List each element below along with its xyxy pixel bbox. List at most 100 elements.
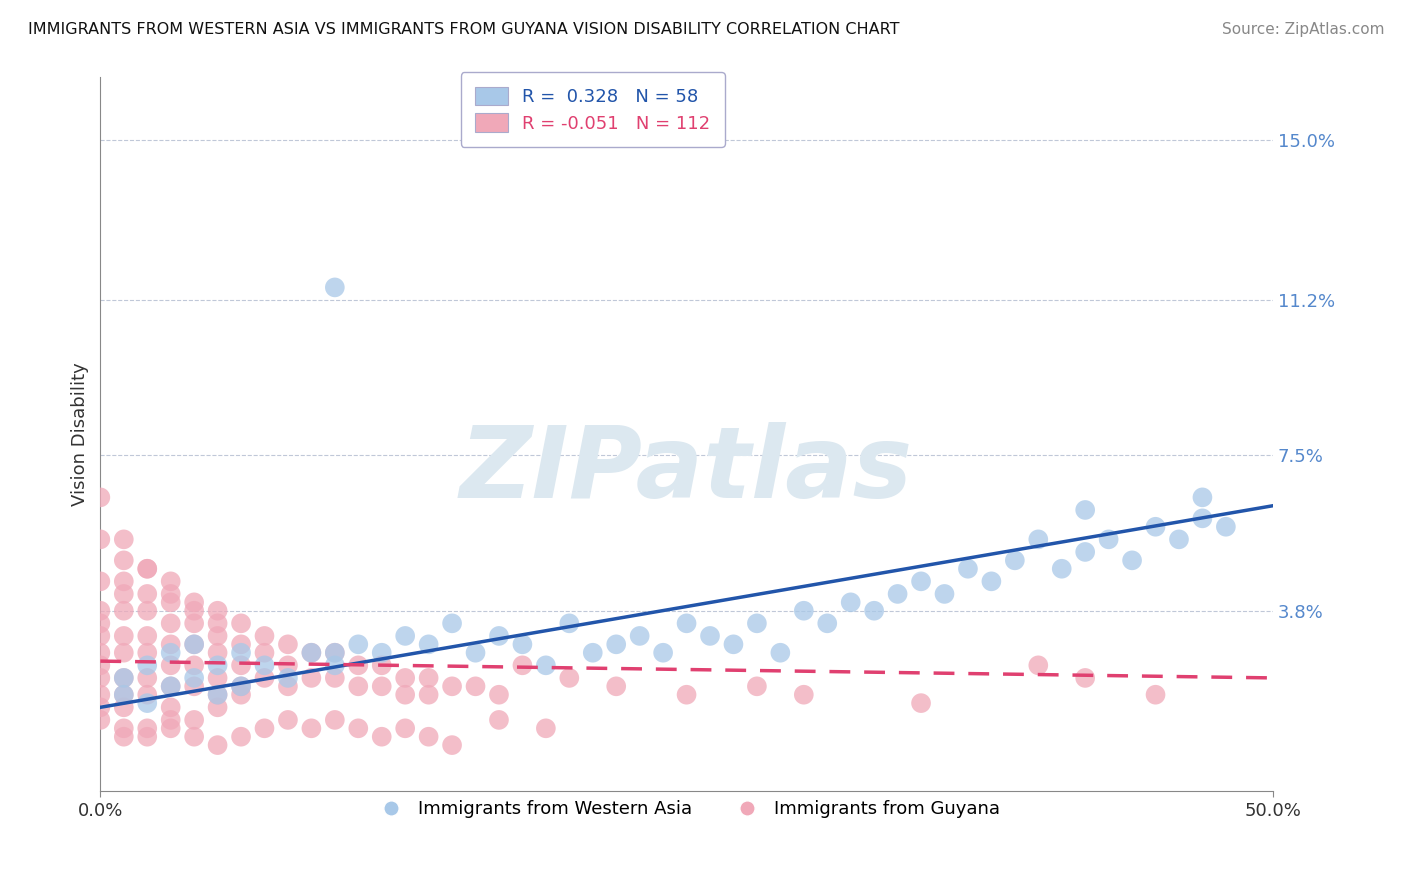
- Point: [207, 616, 229, 631]
- Point: [207, 604, 229, 618]
- Legend: Immigrants from Western Asia, Immigrants from Guyana: Immigrants from Western Asia, Immigrants…: [366, 793, 1007, 825]
- Point: [512, 658, 534, 673]
- Point: [89, 658, 111, 673]
- Point: [371, 646, 394, 660]
- Point: [112, 533, 135, 547]
- Point: [418, 730, 440, 744]
- Point: [89, 629, 111, 643]
- Point: [277, 658, 299, 673]
- Point: [1144, 688, 1167, 702]
- Point: [136, 671, 159, 685]
- Point: [488, 713, 510, 727]
- Point: [488, 629, 510, 643]
- Point: [441, 738, 464, 752]
- Y-axis label: Vision Disability: Vision Disability: [72, 362, 89, 507]
- Point: [464, 679, 486, 693]
- Point: [1050, 562, 1073, 576]
- Point: [1191, 511, 1213, 525]
- Point: [229, 616, 252, 631]
- Point: [89, 616, 111, 631]
- Point: [136, 646, 159, 660]
- Point: [628, 629, 651, 643]
- Point: [512, 637, 534, 651]
- Point: [464, 646, 486, 660]
- Point: [675, 616, 697, 631]
- Point: [934, 587, 956, 601]
- Point: [793, 688, 815, 702]
- Text: IMMIGRANTS FROM WESTERN ASIA VS IMMIGRANTS FROM GUYANA VISION DISABILITY CORRELA: IMMIGRANTS FROM WESTERN ASIA VS IMMIGRAN…: [28, 22, 900, 37]
- Point: [793, 604, 815, 618]
- Point: [1191, 491, 1213, 505]
- Point: [253, 721, 276, 735]
- Point: [839, 595, 862, 609]
- Point: [229, 730, 252, 744]
- Point: [558, 616, 581, 631]
- Point: [347, 679, 370, 693]
- Point: [371, 730, 394, 744]
- Point: [1074, 545, 1097, 559]
- Point: [253, 629, 276, 643]
- Point: [112, 721, 135, 735]
- Point: [183, 637, 205, 651]
- Point: [183, 713, 205, 727]
- Point: [253, 671, 276, 685]
- Point: [136, 696, 159, 710]
- Point: [558, 671, 581, 685]
- Point: [1168, 533, 1191, 547]
- Point: [89, 491, 111, 505]
- Point: [229, 688, 252, 702]
- Point: [488, 688, 510, 702]
- Point: [136, 604, 159, 618]
- Point: [207, 658, 229, 673]
- Point: [418, 688, 440, 702]
- Point: [112, 587, 135, 601]
- Point: [323, 280, 346, 294]
- Point: [112, 604, 135, 618]
- Point: [323, 646, 346, 660]
- Point: [910, 574, 932, 589]
- Point: [1026, 533, 1049, 547]
- Point: [1121, 553, 1143, 567]
- Point: [675, 688, 697, 702]
- Point: [229, 658, 252, 673]
- Point: [159, 679, 181, 693]
- Point: [136, 562, 159, 576]
- Point: [323, 646, 346, 660]
- Point: [277, 679, 299, 693]
- Point: [183, 616, 205, 631]
- Point: [136, 721, 159, 735]
- Point: [159, 713, 181, 727]
- Point: [183, 637, 205, 651]
- Point: [229, 679, 252, 693]
- Point: [89, 604, 111, 618]
- Point: [299, 646, 322, 660]
- Point: [1098, 533, 1121, 547]
- Point: [277, 671, 299, 685]
- Point: [1074, 671, 1097, 685]
- Point: [112, 646, 135, 660]
- Point: [112, 629, 135, 643]
- Point: [229, 637, 252, 651]
- Point: [207, 646, 229, 660]
- Point: [394, 721, 416, 735]
- Point: [299, 671, 322, 685]
- Point: [207, 700, 229, 714]
- Point: [112, 671, 135, 685]
- Point: [815, 616, 838, 631]
- Point: [207, 738, 229, 752]
- Point: [159, 616, 181, 631]
- Point: [183, 679, 205, 693]
- Point: [534, 721, 557, 735]
- Point: [112, 688, 135, 702]
- Point: [347, 658, 370, 673]
- Point: [605, 637, 627, 651]
- Text: Source: ZipAtlas.com: Source: ZipAtlas.com: [1222, 22, 1385, 37]
- Point: [299, 646, 322, 660]
- Point: [89, 646, 111, 660]
- Point: [886, 587, 908, 601]
- Point: [605, 679, 627, 693]
- Point: [207, 629, 229, 643]
- Point: [723, 637, 745, 651]
- Point: [207, 688, 229, 702]
- Point: [207, 671, 229, 685]
